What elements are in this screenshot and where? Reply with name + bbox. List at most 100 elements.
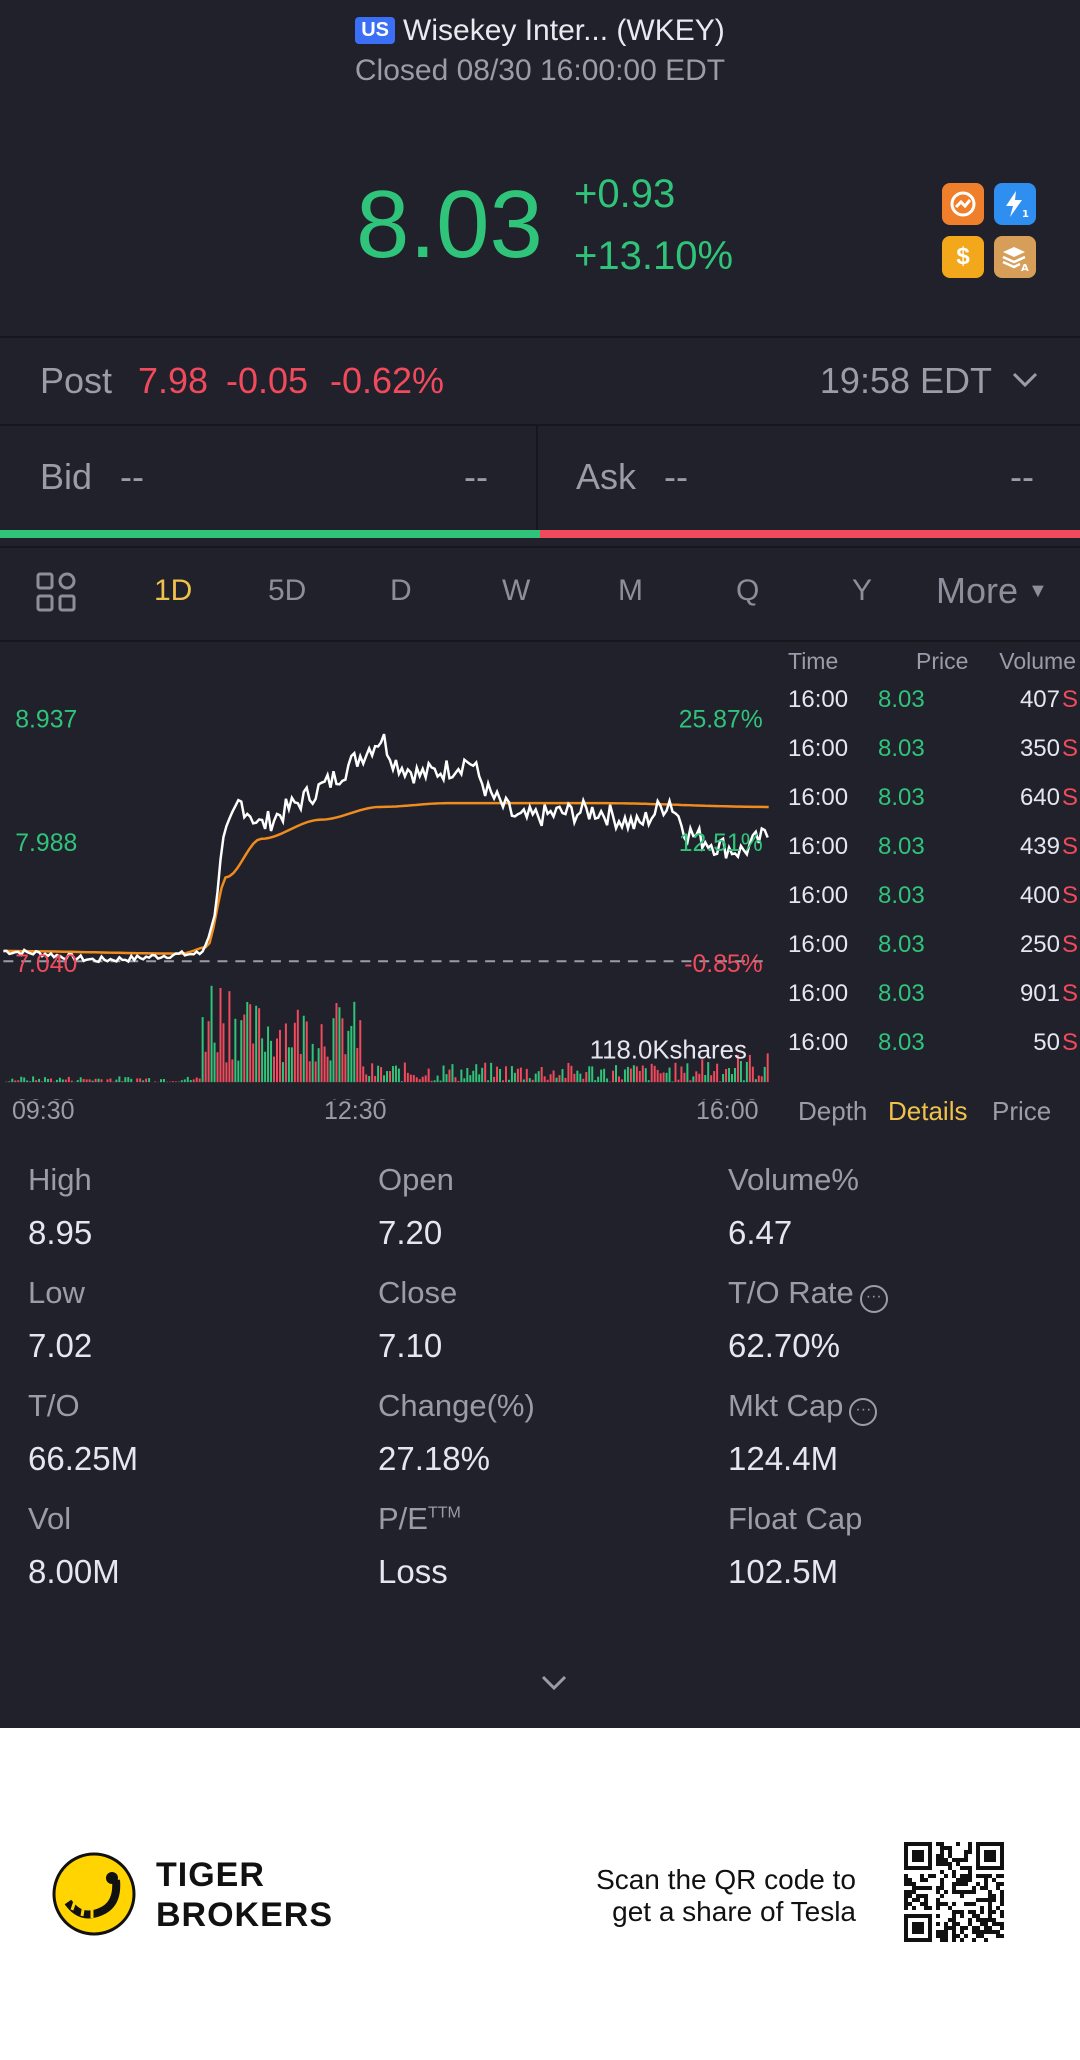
post-change: -0.05 [226,360,309,401]
stock-name: Wisekey Inter... (WKEY) [403,14,725,47]
post-market-row[interactable]: Post 7.98 -0.05 -0.62% 19:58 EDT [0,338,1080,424]
tiger-logo-icon [52,1852,136,1936]
volume-bar [314,1061,317,1083]
tab-5d[interactable]: 5D [268,574,307,607]
volume-bar [55,1079,58,1083]
volume-bar [347,1030,350,1083]
tab-depth[interactable]: Depth [798,1096,868,1126]
volume-bar [680,1066,683,1083]
volume-bar [394,1065,397,1083]
volume-bar [14,1080,17,1083]
stat-label-text: Close [378,1275,458,1310]
volume-bar [460,1069,463,1083]
lightning-level-1-icon[interactable]: 1 [994,183,1036,225]
intraday-chart[interactable]: 8.937 7.988 7.040 25.87% 12.51% -0.85% 1… [0,644,780,1100]
volume-bar [641,1065,644,1083]
x-tick-close: 16:00 [697,1096,759,1100]
col-time: Time [788,648,839,674]
volume-bar [555,1077,558,1083]
volume-bar [121,1081,124,1083]
volume-bar [350,1025,353,1083]
volume-bar [763,1066,766,1083]
volume-bar [386,1071,389,1083]
volume-bar [695,1071,698,1083]
trade-price: 8.03 [878,784,925,811]
volume-bar [757,1075,760,1083]
volume-bar [436,1075,439,1083]
tab-m[interactable]: M [618,574,643,607]
volume-bar [504,1066,507,1083]
divider [0,336,1080,338]
svg-text:A: A [1021,263,1029,272]
volume-bar [88,1079,91,1083]
trade-time: 16:00 [788,931,849,958]
volume-bar [620,1079,623,1083]
volume-bar [507,1079,510,1083]
volume-bar [662,1072,665,1083]
volume-bar [338,1007,341,1083]
volume-bar [329,1060,332,1083]
stat-label-text: T/O [28,1388,80,1423]
tab-more[interactable]: More ▼ [936,570,1048,612]
dollar-icon[interactable]: $ [942,236,984,278]
bid-label: Bid [40,456,93,497]
expand-chevron-icon[interactable] [524,1660,584,1702]
y-label-low: 7.040 [15,951,77,978]
volume-bar [344,1054,347,1083]
volume-bar [139,1078,142,1083]
volume-bar [606,1078,609,1083]
grid-icon[interactable] [36,572,76,612]
tab-q[interactable]: Q [736,574,760,607]
stack-a-icon[interactable]: A [994,236,1036,278]
tab-y[interactable]: Y [852,574,873,607]
volume-bar [400,1081,403,1083]
volume-bar [689,1080,692,1083]
trade-time: 16:00 [788,735,849,762]
chevron-down-icon[interactable] [1010,364,1040,398]
volume-bar [522,1079,525,1083]
tab-w[interactable]: W [502,574,531,607]
period-tabs: 1D 5D D W M Q Y More ▼ [0,548,1080,640]
volume-bar [284,1023,287,1083]
volume-bar [736,1054,739,1083]
volume-bar [558,1075,561,1083]
stat-label-text: Float Cap [728,1501,863,1536]
volume-bar [466,1067,469,1083]
market-status: Closed 08/30 16:00:00 EDT [354,54,726,87]
trade-volume: 50 [1033,1029,1060,1056]
volume-bar [76,1080,79,1083]
x-tick-mid: 12:30 [327,1096,389,1100]
volume-bar [332,1018,335,1083]
tab-d[interactable]: D [390,574,412,607]
volume-bar [195,1077,198,1083]
volume-bars [5,985,769,1083]
volume-bar [44,1077,47,1083]
volume-bar [20,1076,23,1083]
volume-bar [528,1078,531,1083]
trade-row: 16:00 8.03 901 S [780,980,1080,1020]
volume-bar [278,1029,281,1083]
volume-bar [623,1069,626,1083]
orange-badge-icon[interactable] [942,183,984,225]
stock-title[interactable]: US Wisekey Inter... (WKEY) [0,14,1080,48]
tab-price[interactable]: Price [992,1096,1052,1126]
volume-bar [686,1063,689,1083]
volume-bar [335,1003,338,1083]
volume-bar [82,1078,85,1083]
trade-side: S [1061,980,1078,1007]
volume-bar [552,1070,555,1083]
volume-bar [733,1067,736,1083]
volume-bar [457,1080,460,1083]
tab-details[interactable]: Details [888,1096,968,1126]
volume-bar [38,1078,41,1083]
scan-text-2: get a share of Tesla [612,1896,856,1927]
volume-bar [177,1081,180,1083]
stat-label: Float Cap [728,1501,862,1537]
svg-text:1: 1 [1022,209,1029,219]
info-icon[interactable]: ··· [859,1285,888,1313]
trade-time: 16:00 [788,784,849,811]
volume-bar [499,1068,502,1083]
stat-value: 62.70% [728,1327,840,1364]
info-icon[interactable]: ··· [849,1398,878,1426]
tab-1d[interactable]: 1D [154,574,193,607]
